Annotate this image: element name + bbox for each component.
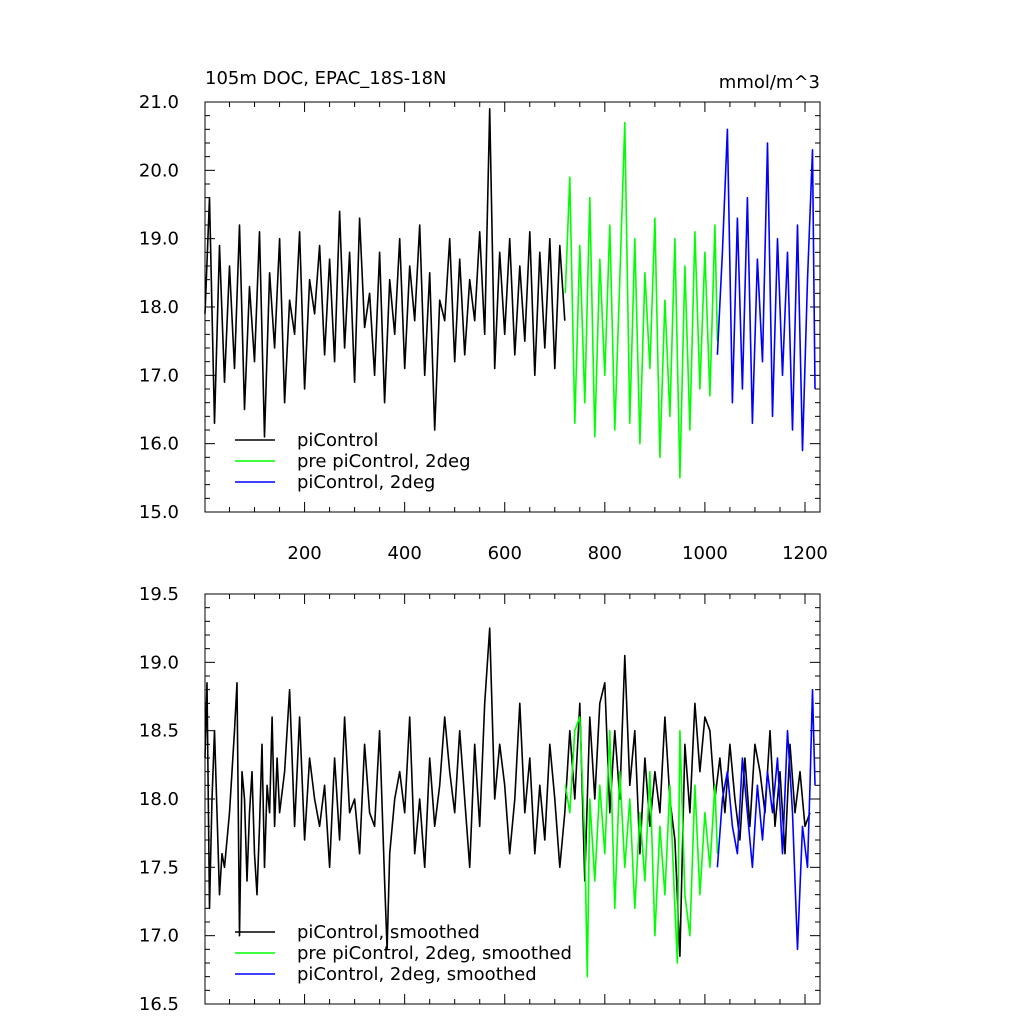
- legend-label: pre piControl, 2deg: [297, 451, 471, 472]
- legend-label: piControl: [297, 430, 379, 451]
- x-tick-label: 600: [488, 543, 522, 564]
- x-tick-label: 400: [387, 543, 421, 564]
- y-tick-label: 16.0: [139, 434, 179, 455]
- y-tick-label: 19.0: [139, 229, 179, 250]
- y-tick-label: 18.5: [139, 721, 179, 742]
- series-line-3: [716, 128, 816, 452]
- series-line-2: [564, 716, 719, 978]
- y-tick-label: 15.0: [139, 502, 179, 523]
- y-tick-label: 17.0: [139, 926, 179, 947]
- x-tick-label: 1000: [682, 543, 728, 564]
- x-tick-label: 1200: [782, 543, 828, 564]
- y-tick-label: 19.0: [139, 652, 179, 673]
- legend-label: piControl, 2deg, smoothed: [297, 964, 537, 985]
- x-tick-label: 800: [588, 543, 622, 564]
- series-line-1: [204, 108, 566, 438]
- y-tick-label: 18.0: [139, 789, 179, 810]
- y-tick-label: 20.0: [139, 160, 179, 181]
- y-tick-label: 17.0: [139, 365, 179, 386]
- y-tick-label: 16.5: [139, 994, 179, 1015]
- y-tick-label: 19.5: [139, 584, 179, 605]
- legend-label: piControl, smoothed: [297, 922, 480, 943]
- bottom-panel: 16.5 17.0 17.5 18.0 18.5 19.0 19.5 piControl, s…: [139, 584, 821, 1015]
- y-tick-label: 21.0: [139, 92, 179, 113]
- x-tick-label: 200: [287, 543, 321, 564]
- y-tick-label: 18.0: [139, 297, 179, 318]
- top-panel: 105m DOC, EPAC_18S-18N mmol/m^3 15.0 16.0…: [139, 68, 828, 564]
- y-tick-label: 17.5: [139, 857, 179, 878]
- legend-label: piControl, 2deg: [297, 472, 435, 493]
- top-panel-units: mmol/m^3: [719, 72, 820, 93]
- top-panel-title: 105m DOC, EPAC_18S-18N: [205, 68, 447, 89]
- legend-label: pre piControl, 2deg, smoothed: [297, 943, 572, 964]
- series-line-3: [716, 688, 816, 951]
- series-line-1: [204, 627, 811, 958]
- series-line-2: [564, 121, 719, 479]
